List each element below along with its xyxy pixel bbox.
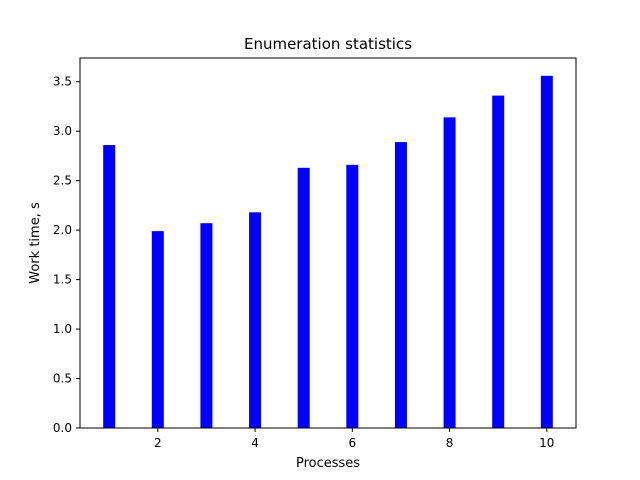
bars-group xyxy=(103,75,553,429)
x-tick-label: 2 xyxy=(154,436,162,450)
y-tick-label: 2.5 xyxy=(53,174,72,188)
x-tick-label: 8 xyxy=(446,436,454,450)
y-tick-label: 0.0 xyxy=(53,421,72,435)
y-tick-label: 2.0 xyxy=(53,223,72,237)
y-tick-label: 0.5 xyxy=(53,372,72,386)
x-axis: 2 4 6 8 10 xyxy=(154,428,554,450)
plot-area-frame xyxy=(79,57,577,429)
y-axis: 0.0 0.5 1.0 1.5 2.0 2.5 3.0 3.5 xyxy=(53,75,80,435)
bar-processes-10 xyxy=(540,75,553,428)
y-tick-label: 1.0 xyxy=(53,322,72,336)
bar-processes-3 xyxy=(200,223,213,428)
bar-processes-5 xyxy=(297,167,310,428)
y-tick-label: 3.5 xyxy=(53,75,72,89)
bar-processes-8 xyxy=(443,117,456,429)
x-tick-label: 6 xyxy=(348,436,356,450)
y-tick-label: 1.5 xyxy=(53,273,72,287)
y-tick-label: 3.0 xyxy=(53,124,72,138)
bar-processes-1 xyxy=(103,145,116,428)
bar-processes-6 xyxy=(346,164,359,428)
chart-title: Enumeration statistics xyxy=(244,35,412,53)
x-tick-label: 4 xyxy=(251,436,259,450)
bar-processes-4 xyxy=(249,212,262,428)
bar-processes-2 xyxy=(151,231,164,428)
x-tick-label: 10 xyxy=(539,436,554,450)
x-axis-label: Processes xyxy=(296,456,360,471)
y-axis-label: Work time, s xyxy=(28,202,43,284)
bar-processes-7 xyxy=(394,142,407,428)
bar-processes-9 xyxy=(492,95,505,428)
